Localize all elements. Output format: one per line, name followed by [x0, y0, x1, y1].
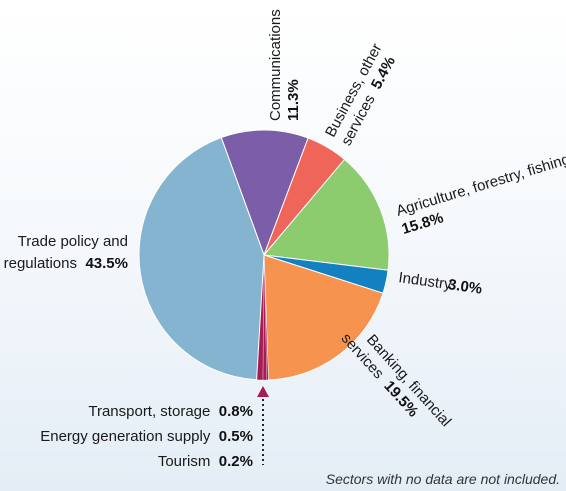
pie-slice-communications — [220, 129, 309, 257]
industry-value: 3.0% — [447, 276, 483, 298]
trade-label-line2: regulations 43.5% — [4, 255, 128, 272]
tourism-label: Tourism — [158, 453, 211, 470]
transport-entry: Transport, storage 0.8% — [88, 403, 253, 420]
pie-slice-agriculture-forestry-fishing — [263, 158, 390, 271]
pie-slice-trade-policy-and-regulations — [138, 136, 265, 381]
small-slices-pointer — [257, 386, 269, 397]
label-communications: Communications 11.3% — [267, 9, 302, 121]
trade-label-line1: Trade policy and — [18, 233, 128, 250]
trade-value: 43.5% — [85, 255, 128, 272]
trade-label-text: regulations — [4, 255, 77, 272]
communications-value: 11.3% — [285, 79, 302, 121]
pie-slices — [138, 129, 390, 381]
communications-label: Communications — [267, 9, 284, 121]
label-banking: Banking, financial services 19.5% — [338, 330, 455, 430]
label-industry: Industry 3.0% — [397, 269, 483, 298]
energy-label: Energy generation supply — [40, 428, 211, 445]
tourism-value: 0.2% — [219, 453, 253, 470]
transport-label: Transport, storage — [88, 403, 210, 420]
label-business: Business, other services 5.4% — [322, 41, 399, 149]
energy-entry: Energy generation supply 0.5% — [40, 428, 253, 445]
tourism-entry: Tourism 0.2% — [158, 453, 253, 470]
footnote: Sectors with no data are not included. — [326, 471, 560, 487]
label-agriculture: Agriculture, forestry, fishing 15.8% — [394, 151, 566, 238]
transport-value: 0.8% — [219, 403, 253, 420]
energy-value: 0.5% — [219, 428, 253, 445]
pie-slice-banking-financial-services — [263, 254, 384, 381]
agriculture-label: Agriculture, forestry, fishing — [394, 151, 566, 220]
industry-label: Industry — [397, 269, 453, 293]
